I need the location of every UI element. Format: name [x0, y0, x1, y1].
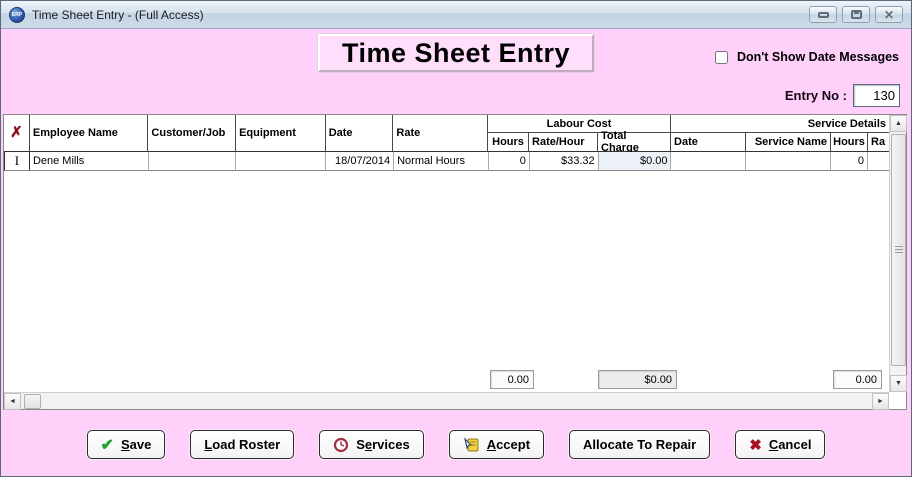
thumb-grip-icon	[894, 246, 903, 254]
col-header-total-charge: Total Charge	[598, 130, 672, 154]
window-title: Time Sheet Entry - (Full Access)	[32, 7, 204, 22]
horizontal-scrollbar[interactable]: ◄ ►	[4, 392, 889, 410]
hand-note-icon	[463, 436, 479, 451]
col-header-date: Date	[325, 115, 394, 152]
services-button-label: Services	[356, 437, 410, 452]
col-header-service-name: Service Name	[746, 133, 832, 152]
cell-rate[interactable]: Normal Hours	[394, 152, 489, 171]
dont-show-date-messages-checkbox[interactable]	[714, 50, 728, 64]
horizontal-scroll-thumb[interactable]	[24, 394, 41, 409]
col-header-hours: Hours	[488, 133, 530, 152]
service-details-group: Service Details Date Service Name Hours …	[671, 115, 890, 152]
col-header-service-hours: Hours	[831, 133, 869, 152]
col-header-equipment: Equipment	[236, 115, 326, 152]
save-button[interactable]: ✔ Save	[86, 430, 166, 459]
entry-no-input[interactable]	[853, 84, 900, 107]
col-header-customer-job: Customer/Job	[148, 115, 237, 152]
window-controls: ✕	[809, 6, 903, 23]
cell-rate-per-hour[interactable]: $33.32	[529, 152, 599, 171]
delete-row-header-button[interactable]: ✗	[4, 115, 30, 152]
load-roster-button-label: Load Roster	[204, 437, 281, 452]
close-button[interactable]: ✕	[875, 6, 903, 23]
col-header-employee-name: Employee Name	[29, 115, 149, 152]
minimize-icon	[817, 11, 829, 18]
entry-no-row: Entry No :	[785, 84, 900, 107]
group-header-labour-cost: Labour Cost	[488, 115, 672, 133]
row-selector-cell[interactable]: I	[4, 152, 30, 171]
group-header-service-details: Service Details	[671, 115, 890, 133]
delete-x-icon: ✗	[10, 124, 23, 142]
load-roster-button[interactable]: Load Roster	[190, 430, 295, 459]
timesheet-grid: ✗ Employee Name Customer/Job Equipment D…	[4, 115, 890, 171]
cell-service-hours[interactable]: 0	[831, 152, 869, 171]
scroll-left-button[interactable]: ◄	[4, 393, 21, 410]
col-header-service-date: Date	[671, 133, 747, 152]
cell-equipment[interactable]	[236, 152, 327, 171]
cell-date[interactable]: 18/07/2014	[326, 152, 395, 171]
cell-service-date[interactable]	[671, 152, 747, 171]
allocate-to-repair-button-label: Allocate To Repair	[583, 437, 697, 452]
scroll-down-icon: ▼	[895, 380, 902, 387]
total-charge: $0.00	[598, 370, 677, 389]
cell-customer-job[interactable]	[148, 152, 237, 171]
maximize-button[interactable]	[842, 6, 870, 23]
total-service-hours: 0.00	[833, 370, 882, 389]
title-bar: ERP Time Sheet Entry - (Full Access) ✕	[1, 1, 911, 29]
accept-button-label: Accept	[486, 437, 531, 452]
service-details-subheaders: Date Service Name Hours Ra	[671, 133, 890, 152]
scroll-right-icon: ►	[877, 398, 884, 405]
scroll-up-icon: ▲	[895, 120, 902, 127]
close-icon: ✕	[883, 7, 895, 22]
grid-header: ✗ Employee Name Customer/Job Equipment D…	[4, 115, 890, 154]
accept-button[interactable]: Accept	[448, 430, 545, 459]
vertical-scrollbar[interactable]: ▲ ▼	[889, 115, 907, 392]
col-header-rate-per-hour: Rate/Hour	[529, 133, 599, 152]
cancel-button-label: Cancel	[768, 437, 812, 452]
cell-hours[interactable]: 0	[488, 152, 530, 171]
clock-icon	[334, 437, 349, 452]
labour-cost-group: Labour Cost Hours Rate/Hour Total Charge	[488, 115, 672, 154]
entry-no-label: Entry No :	[784, 88, 847, 103]
save-button-label: Save	[120, 437, 152, 452]
maximize-icon	[850, 10, 862, 19]
cancel-button[interactable]: ✖ Cancel	[735, 430, 826, 459]
button-bar: ✔ Save Load Roster Services Accept Allo	[1, 410, 911, 476]
dont-show-date-messages-label: Don't Show Date Messages	[736, 50, 899, 64]
scroll-down-button[interactable]: ▼	[890, 375, 907, 392]
vertical-scroll-thumb[interactable]	[891, 134, 906, 366]
table-row: I Dene Mills 18/07/2014 Normal Hours 0 $…	[4, 152, 889, 171]
allocate-to-repair-button[interactable]: Allocate To Repair	[569, 430, 711, 459]
scroll-up-button[interactable]: ▲	[890, 115, 907, 132]
cancel-x-icon: ✖	[749, 436, 762, 454]
header-zone: Time Sheet Entry Don't Show Date Message…	[1, 29, 911, 114]
cell-service-rate[interactable]	[868, 152, 889, 171]
cell-total-charge[interactable]: $0.00	[598, 152, 672, 171]
checkmark-icon: ✔	[100, 436, 114, 454]
col-header-service-rate-clipped: Ra	[868, 133, 890, 152]
labour-cost-subheaders: Hours Rate/Hour Total Charge	[488, 130, 672, 154]
col-header-rate: Rate	[393, 115, 489, 152]
services-button[interactable]: Services	[319, 430, 424, 459]
dont-show-date-messages-row: Don't Show Date Messages	[714, 50, 899, 64]
total-hours: 0.00	[490, 370, 534, 389]
cell-employee-name[interactable]: Dene Mills	[29, 152, 149, 171]
scroll-right-button[interactable]: ►	[872, 393, 889, 410]
app-logo-icon: ERP	[9, 6, 25, 23]
page-title: Time Sheet Entry	[341, 37, 571, 68]
page-title-box: Time Sheet Entry	[318, 34, 594, 72]
row-cursor-icon: I	[14, 153, 20, 168]
cell-service-name[interactable]	[746, 152, 832, 171]
scroll-left-icon: ◄	[9, 398, 16, 405]
timesheet-grid-area: ✗ Employee Name Customer/Job Equipment D…	[3, 114, 907, 410]
minimize-button[interactable]	[809, 6, 837, 23]
